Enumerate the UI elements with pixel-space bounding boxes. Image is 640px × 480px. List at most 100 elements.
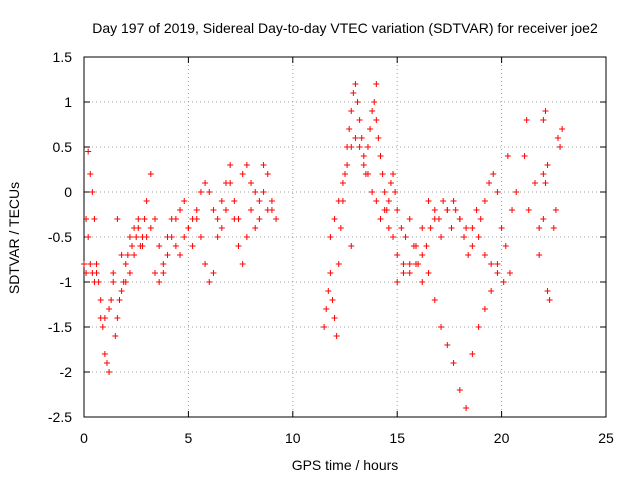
data-point xyxy=(83,216,90,222)
data-point xyxy=(481,252,488,258)
data-point xyxy=(360,153,367,159)
data-point xyxy=(465,252,472,258)
data-point xyxy=(525,207,532,213)
data-point xyxy=(143,198,150,204)
data-point xyxy=(99,324,106,330)
data-point xyxy=(354,99,361,105)
data-point xyxy=(97,297,104,303)
data-point xyxy=(147,225,154,231)
data-point xyxy=(394,279,401,285)
data-point xyxy=(521,153,528,159)
data-point xyxy=(375,135,382,141)
data-point xyxy=(494,270,501,276)
data-point xyxy=(540,216,547,222)
data-point xyxy=(160,270,167,276)
data-point xyxy=(494,261,501,267)
data-point xyxy=(101,351,108,357)
data-point xyxy=(151,270,158,276)
x-tick-label: 10 xyxy=(285,430,301,446)
data-point xyxy=(227,180,234,186)
data-point xyxy=(248,180,255,186)
data-point xyxy=(185,225,192,231)
data-point xyxy=(101,315,108,321)
data-point xyxy=(333,333,340,339)
data-point xyxy=(381,207,388,213)
data-point xyxy=(116,297,123,303)
data-point xyxy=(488,288,495,294)
data-point xyxy=(126,270,133,276)
data-point xyxy=(452,207,459,213)
data-point xyxy=(264,171,271,177)
data-point xyxy=(206,279,213,285)
data-point xyxy=(335,198,342,204)
data-point xyxy=(488,261,495,267)
data-point xyxy=(335,261,342,267)
x-tick-label: 5 xyxy=(185,430,193,446)
data-point xyxy=(108,297,115,303)
x-tick-label: 20 xyxy=(494,430,510,446)
data-point xyxy=(268,198,275,204)
data-point xyxy=(193,207,200,213)
data-point xyxy=(532,180,539,186)
data-point xyxy=(402,234,409,240)
data-point xyxy=(356,117,363,123)
data-point xyxy=(506,270,513,276)
data-point xyxy=(222,207,229,213)
data-point xyxy=(394,207,401,213)
data-point xyxy=(181,198,188,204)
data-point xyxy=(486,180,493,186)
grid-layer xyxy=(84,57,606,417)
data-point xyxy=(202,180,209,186)
y-tick-label: 1 xyxy=(64,94,72,110)
data-point xyxy=(231,216,238,222)
data-point xyxy=(427,225,434,231)
data-point xyxy=(456,387,463,393)
data-point xyxy=(358,135,365,141)
data-point xyxy=(412,261,419,267)
data-point xyxy=(398,225,405,231)
y-tick-label: 1.5 xyxy=(53,49,73,65)
data-point xyxy=(377,216,384,222)
data-point xyxy=(342,171,348,177)
data-point xyxy=(540,171,547,177)
data-point xyxy=(110,270,117,276)
data-point xyxy=(502,243,509,249)
data-point xyxy=(504,153,511,159)
data-point xyxy=(352,135,359,141)
data-point xyxy=(348,108,355,114)
data-point xyxy=(431,207,438,213)
data-point xyxy=(197,234,204,240)
data-point xyxy=(369,108,376,114)
data-point xyxy=(373,117,380,123)
data-point xyxy=(177,207,184,213)
data-point xyxy=(118,252,125,258)
data-point xyxy=(243,234,250,240)
data-point xyxy=(81,261,87,267)
data-point xyxy=(252,189,259,195)
data-point xyxy=(448,225,455,231)
data-point xyxy=(419,225,426,231)
data-point xyxy=(89,270,96,276)
data-point xyxy=(360,162,367,168)
data-point xyxy=(369,189,376,195)
data-point xyxy=(450,360,457,366)
y-tick-label: -2.5 xyxy=(48,409,72,425)
data-point xyxy=(256,216,263,222)
data-point xyxy=(327,270,334,276)
y-axis-label: SDTVAR / TECUs xyxy=(6,182,22,294)
data-point xyxy=(235,243,242,249)
data-point xyxy=(348,144,355,150)
data-point xyxy=(339,180,346,186)
data-point xyxy=(85,234,92,240)
data-point xyxy=(87,171,94,177)
data-point xyxy=(214,234,221,240)
data-point xyxy=(114,315,121,321)
data-point xyxy=(419,252,426,258)
data-point xyxy=(469,243,476,249)
data-point xyxy=(106,306,113,312)
data-point xyxy=(189,243,196,249)
data-point xyxy=(425,270,432,276)
data-point xyxy=(554,135,561,141)
data-point xyxy=(546,297,553,303)
